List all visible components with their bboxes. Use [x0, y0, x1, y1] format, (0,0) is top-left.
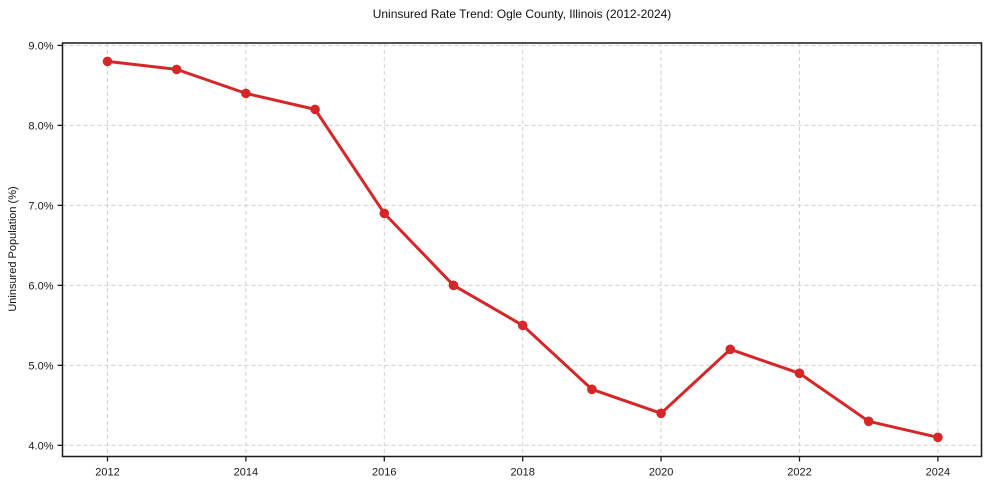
y-tick-label: 5.0% [28, 360, 53, 372]
y-axis-label: Uninsured Population (%) [7, 186, 19, 312]
data-point [863, 416, 874, 427]
x-tick-label: 2020 [649, 467, 673, 479]
x-tick-label: 2014 [234, 467, 258, 479]
x-tick-label: 2024 [926, 467, 950, 479]
y-tick-label: 4.0% [28, 440, 53, 452]
data-point [517, 320, 528, 331]
data-point [448, 280, 459, 291]
data-point [933, 432, 943, 443]
data-point [656, 408, 666, 419]
data-point [379, 208, 390, 219]
x-tick-label: 2016 [372, 467, 396, 479]
chart-title: Uninsured Rate Trend: Ogle County, Illin… [372, 7, 672, 21]
data-point [171, 64, 182, 75]
axes-frame [61, 42, 983, 458]
y-tick-label: 6.0% [28, 280, 53, 292]
data-point [587, 384, 597, 395]
x-tick-label: 2022 [787, 467, 811, 479]
y-tick-label: 7.0% [28, 200, 53, 212]
data-point [102, 56, 113, 67]
data-point [794, 368, 805, 379]
y-tick-label: 9.0% [28, 40, 53, 52]
data-point [310, 104, 320, 115]
x-tick-label: 2018 [510, 467, 534, 479]
y-tick-label: 8.0% [28, 120, 53, 132]
x-tick-label: 2012 [95, 467, 119, 479]
data-point [241, 88, 251, 99]
data-point [725, 344, 736, 355]
